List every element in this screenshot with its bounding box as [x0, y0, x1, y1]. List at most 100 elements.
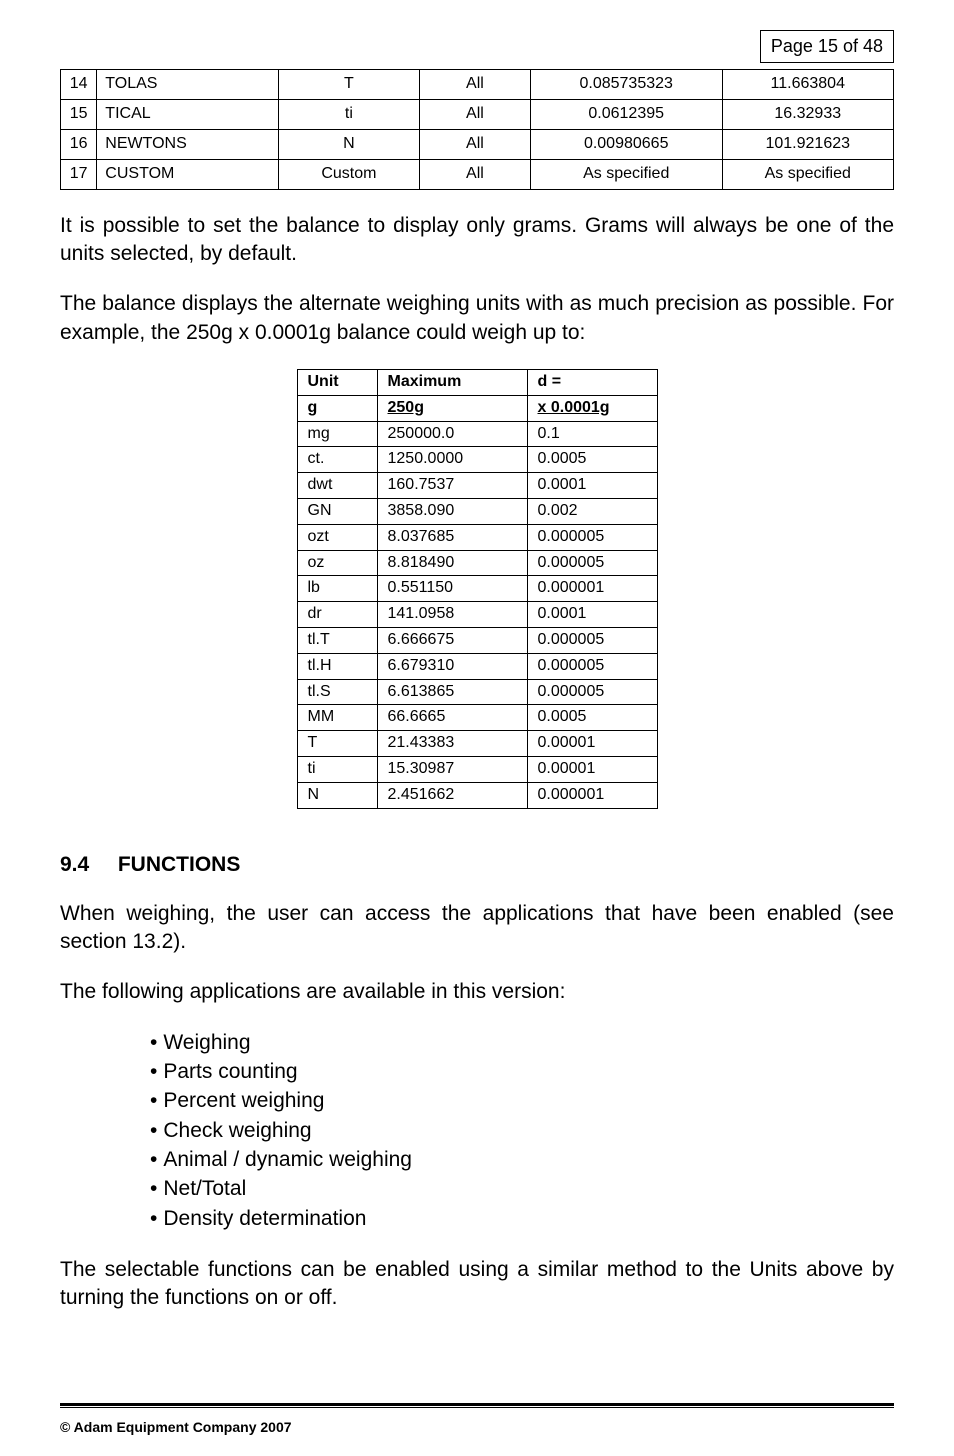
cell-value: 101.921623 — [722, 129, 893, 159]
table-row-bold: g250gx 0.0001g — [297, 395, 657, 421]
cell-unit: tl.S — [297, 679, 377, 705]
cell-unit: lb — [297, 576, 377, 602]
cell-max: 21.43383 — [377, 731, 527, 757]
cell-symbol: ti — [278, 100, 419, 130]
cell-d: x 0.0001g — [527, 395, 657, 421]
cell-d: 0.000005 — [527, 550, 657, 576]
cell-d: 0.000005 — [527, 653, 657, 679]
cell-unit: N — [297, 782, 377, 808]
cell-idx: 14 — [61, 70, 97, 100]
cell-value: 11.663804 — [722, 70, 893, 100]
th-unit: Unit — [297, 369, 377, 395]
footer-text: © Adam Equipment Company 2007 — [60, 1418, 894, 1436]
cell-d: 0.1 — [527, 421, 657, 447]
cell-symbol: N — [278, 129, 419, 159]
table-row: ti15.309870.00001 — [297, 756, 657, 782]
table-row: ct.1250.00000.0005 — [297, 447, 657, 473]
functions-list: WeighingParts countingPercent weighingCh… — [150, 1029, 894, 1232]
table-row: ozt8.0376850.000005 — [297, 524, 657, 550]
cell-max: 160.7537 — [377, 473, 527, 499]
paragraph-2: The balance displays the alternate weigh… — [60, 290, 894, 347]
cell-name: NEWTONS — [97, 129, 279, 159]
cell-max: 8.818490 — [377, 550, 527, 576]
precision-table: Unit Maximum d = g250gx 0.0001gmg250000.… — [297, 369, 658, 809]
table-row: oz8.8184900.000005 — [297, 550, 657, 576]
cell-scope: All — [419, 129, 530, 159]
cell-factor: 0.0612395 — [530, 100, 722, 130]
paragraph-3: When weighing, the user can access the a… — [60, 900, 894, 957]
cell-max: 15.30987 — [377, 756, 527, 782]
cell-max: 2.451662 — [377, 782, 527, 808]
cell-d: 0.0001 — [527, 473, 657, 499]
paragraph-1: It is possible to set the balance to dis… — [60, 212, 894, 269]
list-item: Density determination — [150, 1205, 894, 1232]
th-max: Maximum — [377, 369, 527, 395]
cell-idx: 16 — [61, 129, 97, 159]
cell-unit: tl.H — [297, 653, 377, 679]
cell-max: 0.551150 — [377, 576, 527, 602]
cell-max: 141.0958 — [377, 602, 527, 628]
cell-max: 3858.090 — [377, 498, 527, 524]
paragraph-5: The selectable functions can be enabled … — [60, 1256, 894, 1313]
cell-idx: 17 — [61, 159, 97, 189]
cell-value: As specified — [722, 159, 893, 189]
cell-unit: dwt — [297, 473, 377, 499]
table-row: dwt160.75370.0001 — [297, 473, 657, 499]
table-row: 15TICALtiAll0.061239516.32933 — [61, 100, 894, 130]
cell-unit: ozt — [297, 524, 377, 550]
cell-max: 1250.0000 — [377, 447, 527, 473]
cell-d: 0.00001 — [527, 731, 657, 757]
list-item: Net/Total — [150, 1175, 894, 1202]
table-row: mg250000.00.1 — [297, 421, 657, 447]
cell-name: TOLAS — [97, 70, 279, 100]
table-row: 14TOLASTAll0.08573532311.663804 — [61, 70, 894, 100]
list-item: Weighing — [150, 1029, 894, 1056]
list-item: Percent weighing — [150, 1087, 894, 1114]
cell-unit: MM — [297, 705, 377, 731]
cell-unit: ti — [297, 756, 377, 782]
table-row: GN3858.0900.002 — [297, 498, 657, 524]
cell-unit: tl.T — [297, 627, 377, 653]
cell-factor: As specified — [530, 159, 722, 189]
table-row: tl.T6.6666750.000005 — [297, 627, 657, 653]
units-table: 14TOLASTAll0.08573532311.66380415TICALti… — [60, 69, 894, 189]
paragraph-4: The following applications are available… — [60, 978, 894, 1006]
cell-unit: GN — [297, 498, 377, 524]
table-row: tl.H6.6793100.000005 — [297, 653, 657, 679]
table-row: lb0.5511500.000001 — [297, 576, 657, 602]
table-row: 16NEWTONSNAll0.00980665101.921623 — [61, 129, 894, 159]
section-title-text: FUNCTIONS — [118, 853, 241, 876]
table-row: dr141.09580.0001 — [297, 602, 657, 628]
section-heading: 9.4 FUNCTIONS — [60, 851, 894, 878]
table-row: MM66.66650.0005 — [297, 705, 657, 731]
cell-unit: mg — [297, 421, 377, 447]
th-d: d = — [527, 369, 657, 395]
cell-value: 16.32933 — [722, 100, 893, 130]
table-row: 17CUSTOMCustomAllAs specifiedAs specifie… — [61, 159, 894, 189]
cell-d: 0.002 — [527, 498, 657, 524]
cell-max: 250000.0 — [377, 421, 527, 447]
cell-unit: g — [297, 395, 377, 421]
cell-d: 0.0005 — [527, 705, 657, 731]
cell-symbol: Custom — [278, 159, 419, 189]
cell-max: 66.6665 — [377, 705, 527, 731]
units-table-body: 14TOLASTAll0.08573532311.66380415TICALti… — [61, 70, 894, 189]
cell-factor: 0.00980665 — [530, 129, 722, 159]
cell-d: 0.0001 — [527, 602, 657, 628]
cell-d: 0.000001 — [527, 782, 657, 808]
table-row: tl.S6.6138650.000005 — [297, 679, 657, 705]
list-item: Animal / dynamic weighing — [150, 1146, 894, 1173]
cell-d: 0.000005 — [527, 679, 657, 705]
footer-rule — [60, 1403, 894, 1408]
cell-max: 250g — [377, 395, 527, 421]
cell-max: 8.037685 — [377, 524, 527, 550]
cell-max: 6.666675 — [377, 627, 527, 653]
table-row: N2.4516620.000001 — [297, 782, 657, 808]
cell-scope: All — [419, 100, 530, 130]
section-number: 9.4 — [60, 851, 112, 878]
cell-factor: 0.085735323 — [530, 70, 722, 100]
cell-d: 0.000005 — [527, 627, 657, 653]
cell-unit: T — [297, 731, 377, 757]
table-row: T21.433830.00001 — [297, 731, 657, 757]
cell-unit: dr — [297, 602, 377, 628]
